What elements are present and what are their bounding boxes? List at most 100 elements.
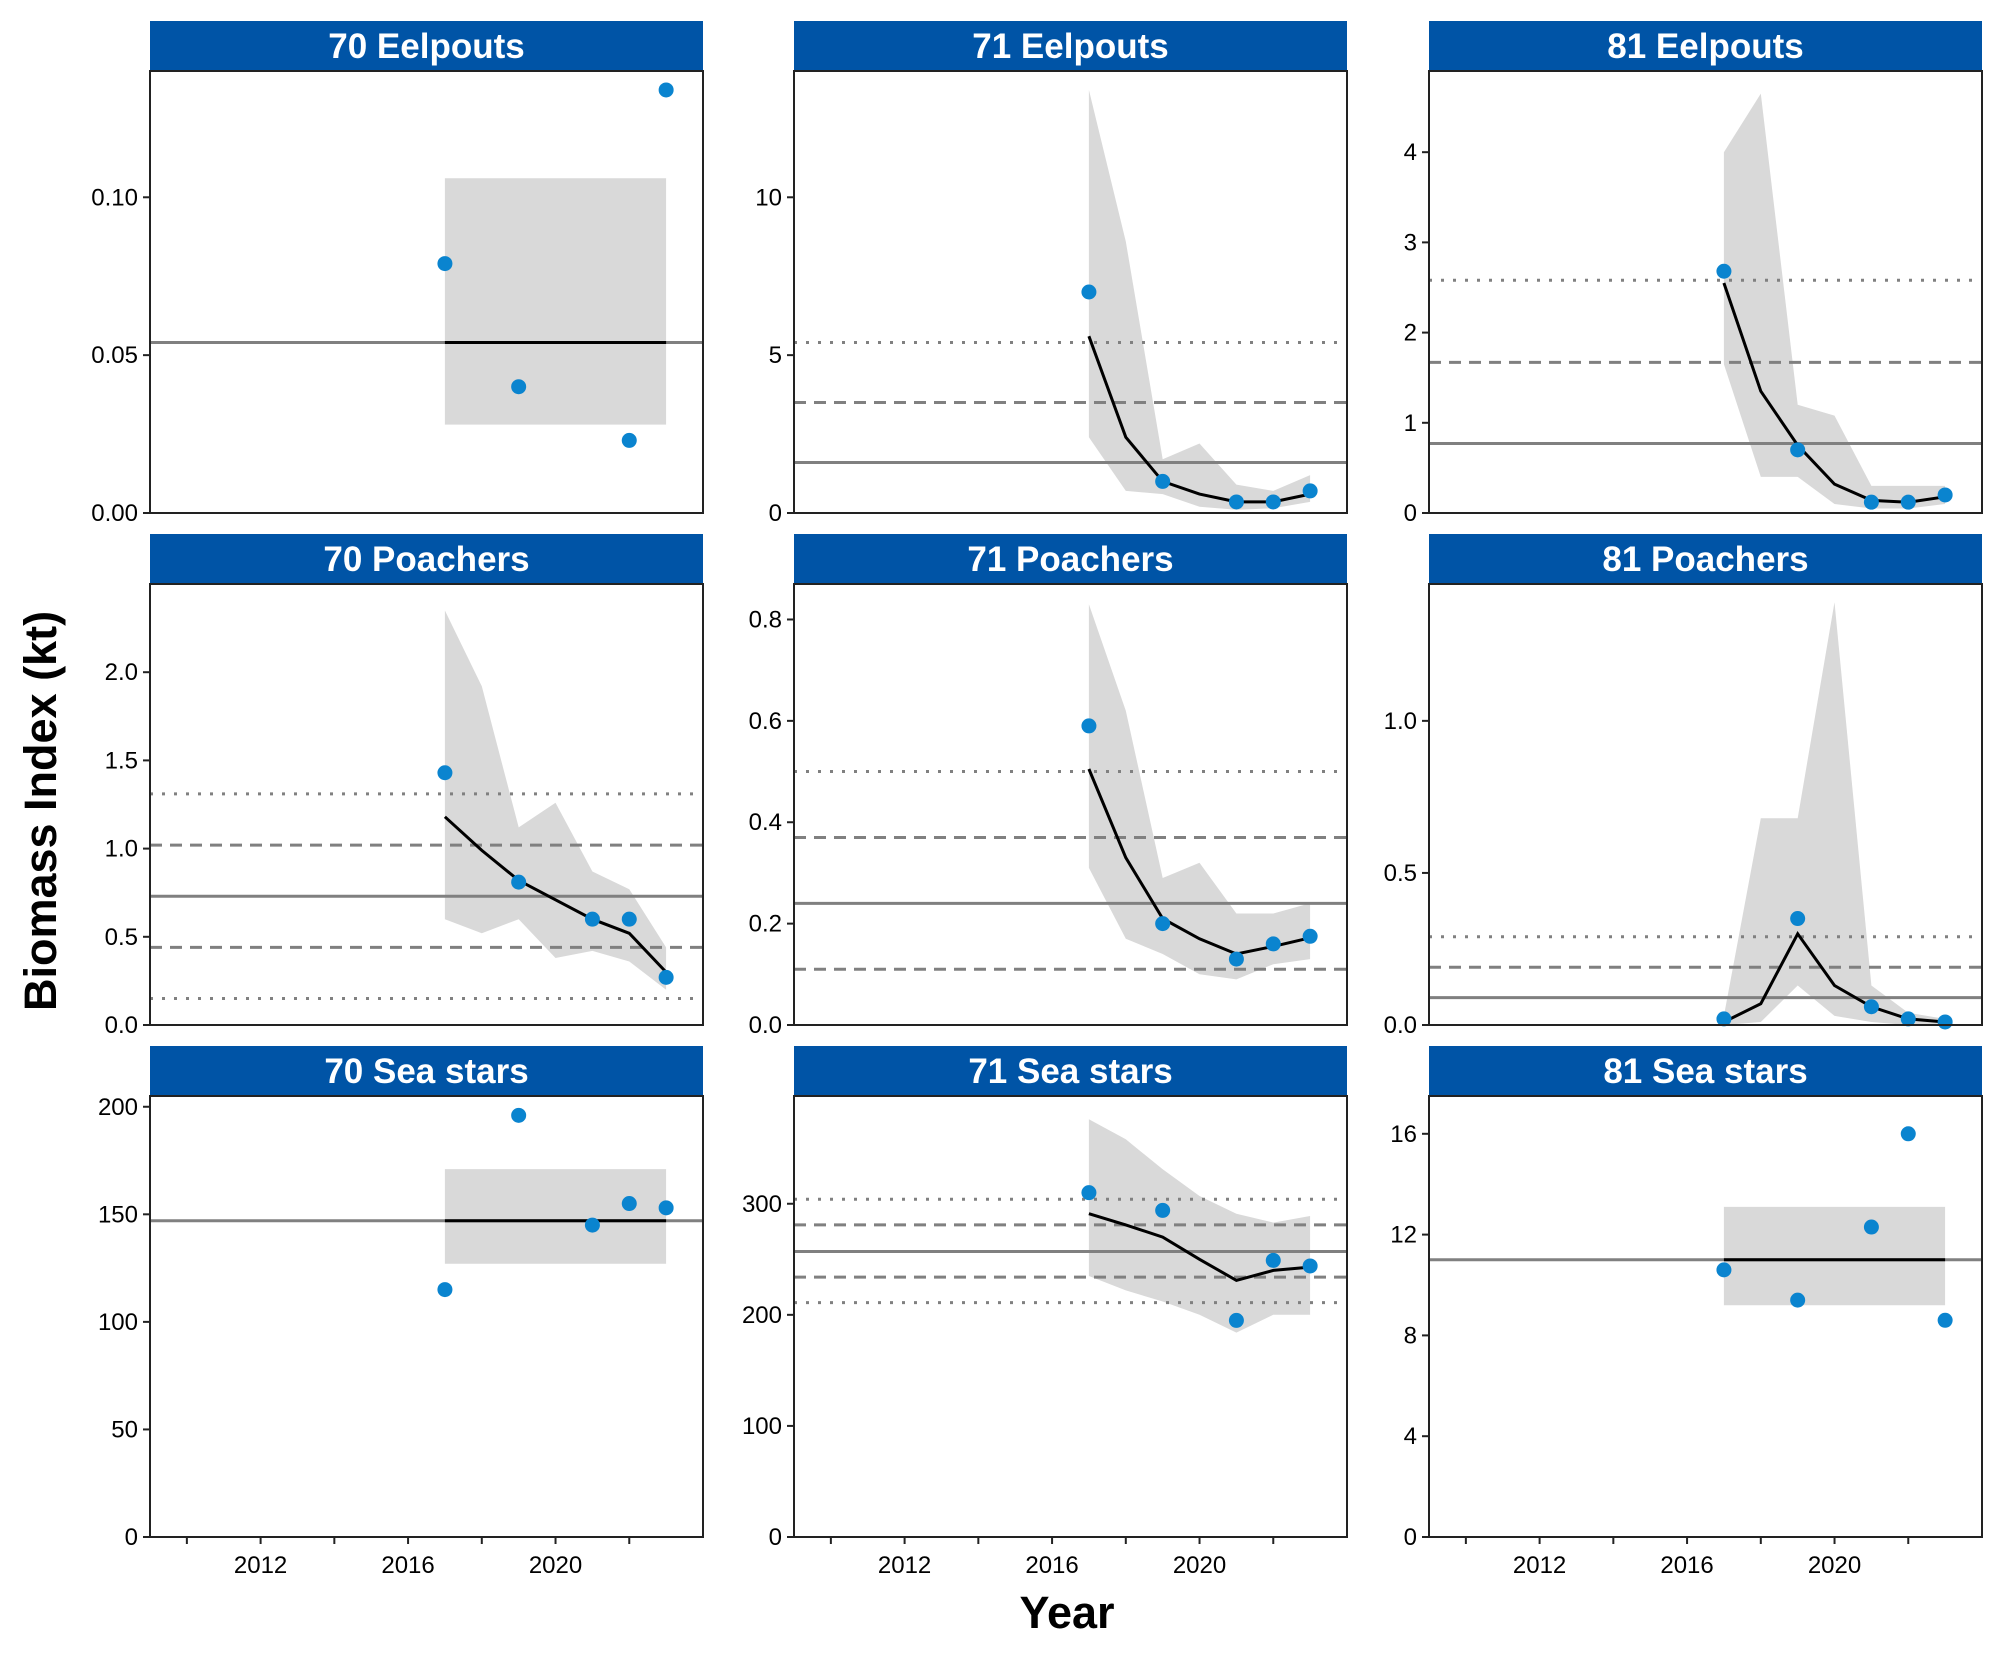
x-axis-label: Year <box>1019 1587 1114 1638</box>
data-point <box>1265 494 1281 510</box>
panel-81-eelpouts: 81 Eelpouts 0 1 2 3 4 <box>1404 21 1983 527</box>
x-tick-label: 2020 <box>1808 1552 1861 1579</box>
panel-border <box>1428 1095 1983 1538</box>
y-tick-label: 0 <box>125 1524 138 1551</box>
facet-title: 81 Poachers <box>1602 540 1808 579</box>
facet-strip <box>794 1046 1347 1096</box>
y-axis-label: Biomass Index (kt) <box>15 611 66 1011</box>
y-tick-label: 0.00 <box>91 500 138 527</box>
data-point <box>1790 1292 1806 1308</box>
facet-title: 81 Eelpouts <box>1607 27 1803 66</box>
trend-line <box>443 815 668 974</box>
data-point <box>621 432 637 448</box>
data-point <box>1155 473 1171 489</box>
facet-strip <box>794 21 1347 71</box>
x-tick-label: 2020 <box>1173 1552 1226 1579</box>
panel-border <box>793 1095 1348 1538</box>
y-tick-label: 0.0 <box>105 1012 138 1039</box>
y-tick-label: 4 <box>1404 1423 1417 1450</box>
y-tick-label: 0.8 <box>749 606 782 633</box>
y-tick-label: 50 <box>111 1416 138 1443</box>
panel-70-sea-stars: 70 Sea stars 0 50 100 150 200 2012 2016 2020 <box>98 1046 704 1579</box>
data-point <box>511 379 527 395</box>
y-tick-label: 2.0 <box>105 659 138 686</box>
panel-70-eelpouts: 70 Eelpouts 0.00 0.05 0.10 <box>91 21 704 527</box>
panel-border <box>149 1095 704 1538</box>
y-tick-label: 5 <box>769 342 782 369</box>
y-tick-label: 12 <box>1390 1222 1417 1249</box>
data-point <box>1790 911 1806 927</box>
facet-strip <box>794 534 1347 584</box>
data-point <box>584 911 600 927</box>
data-point <box>1081 284 1097 300</box>
y-tick-label: 0.05 <box>91 342 138 369</box>
data-point <box>1302 928 1318 944</box>
data-point <box>1228 494 1244 510</box>
panel-border <box>793 70 1348 514</box>
x-tick-label: 2012 <box>234 1552 287 1579</box>
y-tick-label: 1.0 <box>1384 708 1417 735</box>
panel-border <box>149 583 704 1026</box>
confidence-ribbon <box>444 1169 667 1264</box>
y-tick-label: 2 <box>1404 320 1417 347</box>
x-tick-label: 2012 <box>1513 1552 1566 1579</box>
confidence-ribbon <box>444 610 667 990</box>
x-tick-label: 2020 <box>529 1552 582 1579</box>
y-tick-label: 0.6 <box>749 708 782 735</box>
y-tick-label: 16 <box>1390 1121 1417 1148</box>
y-tick-label: 0 <box>769 1524 782 1551</box>
plot-area <box>150 178 703 425</box>
data-point <box>658 1200 674 1216</box>
facet-title: 70 Sea stars <box>324 1052 528 1091</box>
panel-border <box>793 583 1348 1026</box>
data-point <box>1863 1219 1879 1235</box>
data-point <box>1900 494 1916 510</box>
data-point <box>1302 1258 1318 1274</box>
data-point <box>584 1217 600 1233</box>
facet-strip <box>1429 21 1982 71</box>
data-point <box>1081 718 1097 734</box>
facet-title: 70 Poachers <box>323 540 529 579</box>
data-point <box>658 82 674 98</box>
y-tick-label: 1.5 <box>105 747 138 774</box>
data-point <box>1228 1312 1244 1328</box>
confidence-ribbon <box>1723 602 1946 1025</box>
facet-strip <box>150 21 703 71</box>
plot-area <box>1429 1206 1982 1306</box>
panel-71-eelpouts: 71 Eelpouts 0 5 10 <box>755 21 1348 527</box>
plot-area <box>794 89 1347 510</box>
panel-81-sea-stars: 81 Sea stars 0 4 8 12 16 2012 2016 2020 <box>1390 1046 1983 1579</box>
y-tick-label: 0.0 <box>749 1012 782 1039</box>
x-tick-label: 2016 <box>381 1552 434 1579</box>
facet-title: 71 Eelpouts <box>972 27 1168 66</box>
data-point <box>1863 494 1879 510</box>
plot-area <box>150 1169 703 1264</box>
data-point <box>1790 442 1806 458</box>
data-point <box>511 874 527 890</box>
data-point <box>1265 936 1281 952</box>
data-point <box>1937 1312 1953 1328</box>
y-tick-label: 150 <box>98 1201 138 1228</box>
data-point <box>621 1196 637 1212</box>
confidence-ribbon <box>444 178 667 425</box>
y-tick-label: 100 <box>742 1413 782 1440</box>
x-tick-label: 2016 <box>1025 1552 1078 1579</box>
panel-71-sea-stars: 71 Sea stars 0 100 200 300 2012 2016 2020 <box>742 1046 1348 1579</box>
facet-title: 71 Sea stars <box>968 1052 1172 1091</box>
y-tick-label: 0.5 <box>1384 860 1417 887</box>
y-tick-label: 0.0 <box>1384 1012 1417 1039</box>
panel-border <box>1428 70 1983 514</box>
plot-area <box>1429 93 1982 509</box>
data-point <box>1081 1185 1097 1201</box>
facet-strip <box>1429 534 1982 584</box>
data-point <box>1716 263 1732 279</box>
y-tick-label: 300 <box>742 1191 782 1218</box>
data-point <box>621 911 637 927</box>
data-point <box>1228 951 1244 967</box>
y-tick-label: 0 <box>769 500 782 527</box>
panel-70-poachers: 70 Poachers 0.0 0.5 1.0 1.5 2.0 <box>105 534 704 1039</box>
y-tick-label: 3 <box>1404 229 1417 256</box>
